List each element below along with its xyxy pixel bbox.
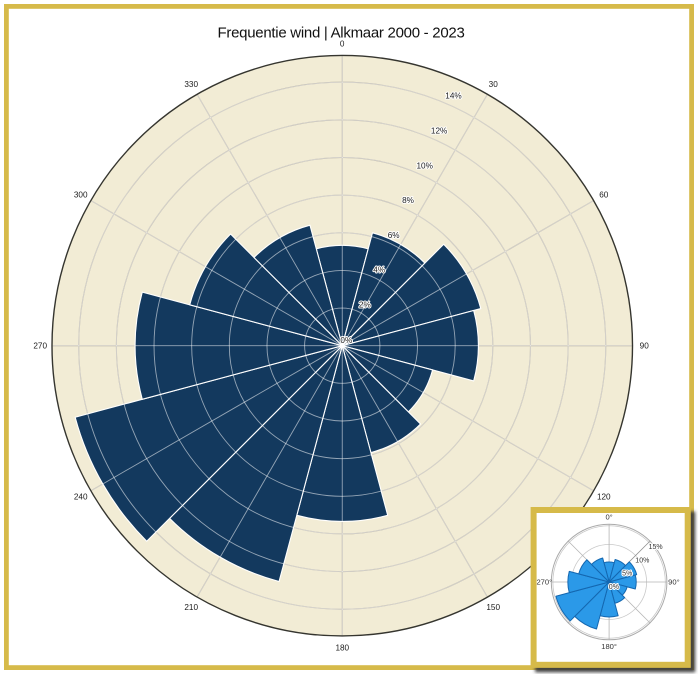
svg-text:Frequentie wind | Alkmaar 2000: Frequentie wind | Alkmaar 2000 - 2023 xyxy=(217,25,464,42)
svg-text:6%: 6% xyxy=(388,231,400,240)
svg-text:120: 120 xyxy=(597,493,611,502)
svg-text:180°: 180° xyxy=(601,642,617,651)
svg-text:90°: 90° xyxy=(668,577,679,586)
svg-text:15%: 15% xyxy=(649,544,663,551)
svg-text:5%: 5% xyxy=(622,571,632,578)
svg-text:0: 0 xyxy=(340,40,345,49)
svg-text:180: 180 xyxy=(335,644,349,653)
svg-text:10%: 10% xyxy=(417,161,433,170)
svg-text:150: 150 xyxy=(486,603,500,612)
svg-text:2%: 2% xyxy=(359,300,371,309)
svg-text:12%: 12% xyxy=(431,127,447,136)
svg-text:0%: 0% xyxy=(340,336,352,345)
svg-text:0%: 0% xyxy=(609,584,619,591)
svg-text:60: 60 xyxy=(599,191,609,200)
svg-text:270°: 270° xyxy=(536,577,552,586)
svg-text:330: 330 xyxy=(184,80,198,89)
svg-text:90: 90 xyxy=(640,342,650,351)
svg-text:210: 210 xyxy=(184,603,198,612)
svg-text:0°: 0° xyxy=(605,513,612,522)
svg-text:300: 300 xyxy=(74,191,88,200)
svg-text:10%: 10% xyxy=(635,558,649,565)
svg-text:30: 30 xyxy=(489,80,499,89)
svg-text:4%: 4% xyxy=(373,266,385,275)
svg-text:240: 240 xyxy=(74,493,88,502)
svg-text:8%: 8% xyxy=(402,196,414,205)
svg-text:14%: 14% xyxy=(445,92,461,101)
svg-text:270: 270 xyxy=(33,342,47,351)
